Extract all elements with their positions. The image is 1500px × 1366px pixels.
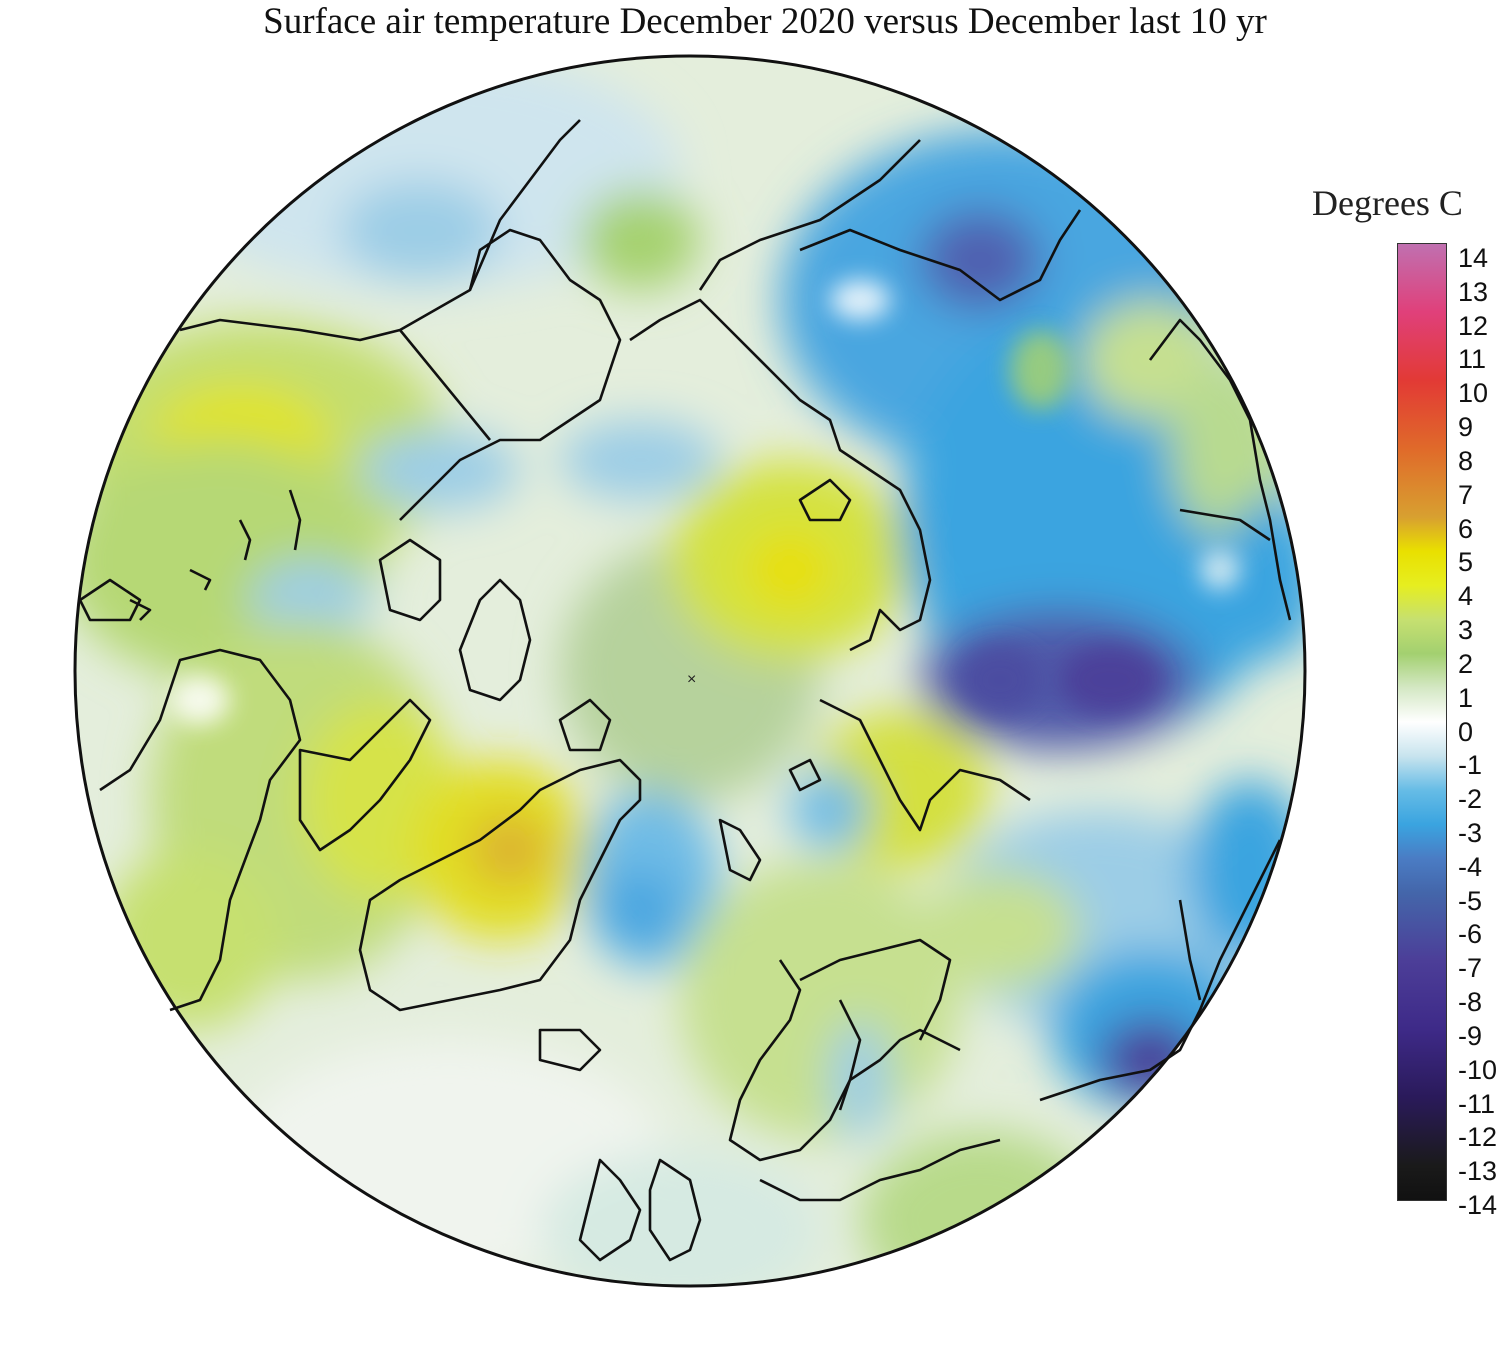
- colorbar: [1397, 243, 1447, 1201]
- colorbar-tick-label: -6: [1458, 919, 1483, 950]
- colorbar-tick-label: 12: [1458, 310, 1489, 341]
- map-title: Surface air temperature December 2020 ve…: [263, 1, 1267, 42]
- colorbar-tick-label: 6: [1458, 513, 1474, 544]
- colorbar-tick-label: -9: [1458, 1020, 1483, 1051]
- colorbar-tick-label: 3: [1458, 615, 1474, 646]
- colorbar-tick-label: -2: [1458, 784, 1483, 815]
- colorbar-tick-label: 10: [1458, 378, 1489, 409]
- colorbar-tick-label: -13: [1458, 1156, 1498, 1187]
- colorbar-tick-label: 7: [1458, 479, 1474, 510]
- colorbar-tick-label: 0: [1458, 716, 1474, 747]
- colorbar-tick-label: -11: [1458, 1088, 1496, 1119]
- colorbar-tick-label: -10: [1458, 1054, 1498, 1085]
- colorbar-tick-label: 8: [1458, 445, 1474, 476]
- colorbar-tick-label: 1: [1458, 682, 1474, 713]
- colorbar-tick-label: 5: [1458, 547, 1474, 578]
- colorbar-tick-label: 11: [1458, 344, 1487, 375]
- colorbar-tick-label: -5: [1458, 885, 1483, 916]
- colorbar-tick-label: -1: [1458, 750, 1483, 781]
- pole-marker: ×: [687, 671, 696, 688]
- colorbar-tick-label: 14: [1458, 243, 1489, 273]
- colorbar-tick-label: -4: [1458, 851, 1483, 882]
- colorbar-tick-label: -12: [1458, 1122, 1498, 1153]
- colorbar-tick-label: 13: [1458, 276, 1489, 307]
- colorbar-tick-label: -3: [1458, 817, 1483, 848]
- colorbar-tick-label: 9: [1458, 412, 1474, 443]
- colorbar-tick-label: 2: [1458, 648, 1474, 679]
- colorbar-tick-label: -14: [1458, 1190, 1498, 1220]
- colorbar-tick-label: -7: [1458, 953, 1483, 984]
- map-boundary: [73, 54, 1307, 1288]
- colorbar-tick-label: 4: [1458, 581, 1474, 612]
- colorbar-tick-label: -8: [1458, 987, 1483, 1018]
- coastlines: [78, 119, 1292, 1262]
- legend-title: Degrees C: [1312, 183, 1463, 223]
